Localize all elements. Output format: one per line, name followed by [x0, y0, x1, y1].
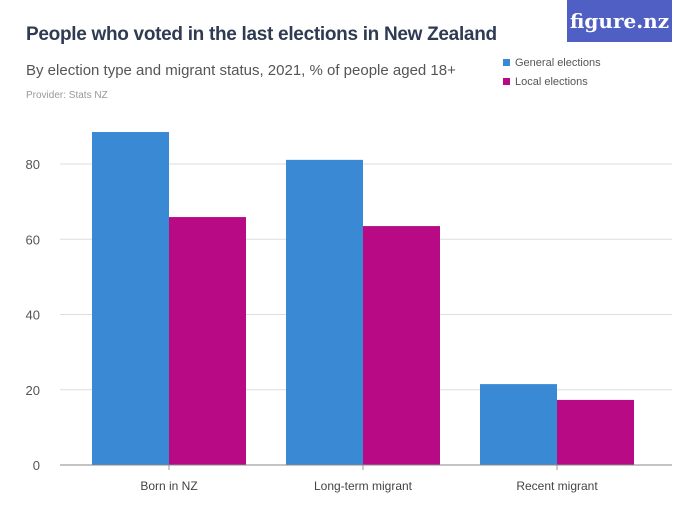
legend-label: General elections: [515, 56, 601, 69]
y-tick-label: 80: [26, 157, 40, 172]
y-tick-label: 0: [33, 458, 40, 473]
x-tick-label: Recent migrant: [516, 479, 598, 493]
chart-title: People who voted in the last elections i…: [26, 24, 497, 45]
legend-swatch: [503, 78, 510, 85]
y-tick-label: 40: [26, 308, 40, 323]
bar-general: [286, 159, 363, 465]
figure-nz-logo[interactable]: figure.nz: [567, 0, 672, 42]
legend-swatch: [503, 59, 510, 66]
chart-subtitle: By election type and migrant status, 202…: [26, 62, 456, 79]
legend: General elections Local elections: [503, 53, 601, 91]
legend-item-general: General elections: [503, 53, 601, 72]
bar-local: [557, 399, 634, 465]
y-tick-label: 20: [26, 383, 40, 398]
x-tick-label: Born in NZ: [140, 479, 197, 493]
bar-general: [480, 384, 557, 465]
x-tick-label: Long-term migrant: [314, 479, 413, 493]
bar-local: [169, 217, 246, 465]
bar-general: [92, 132, 169, 466]
bar-local: [363, 226, 440, 465]
y-tick-label: 60: [26, 232, 40, 247]
legend-label: Local elections: [515, 75, 588, 88]
legend-item-local: Local elections: [503, 72, 601, 91]
provider: Provider: Stats NZ: [26, 90, 108, 101]
